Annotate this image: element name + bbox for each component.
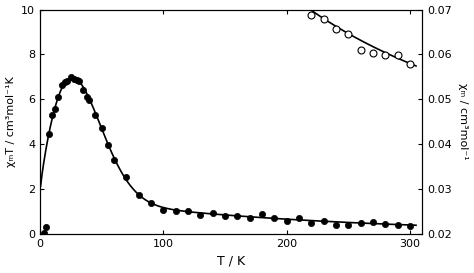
Y-axis label: χₘ / cm³mol⁻¹: χₘ / cm³mol⁻¹ (458, 84, 468, 160)
X-axis label: T / K: T / K (217, 254, 245, 268)
Y-axis label: χₘT / cm³mol⁻¹K: χₘT / cm³mol⁻¹K (6, 76, 16, 167)
